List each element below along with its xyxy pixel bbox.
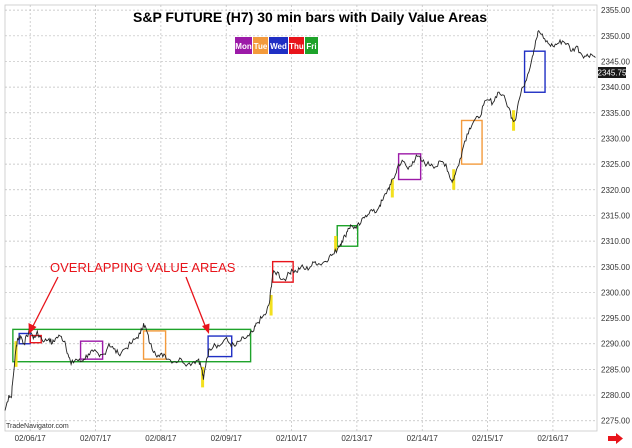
arrow-right-icon (608, 433, 623, 444)
price-series (4, 30, 596, 411)
ib-marker (390, 179, 394, 198)
y-tick-label: 2290.00 (601, 340, 630, 349)
y-tick-label: 2320.00 (601, 186, 630, 195)
y-tick-label: 2275.00 (601, 417, 630, 426)
y-tick-label: 2300.00 (601, 288, 630, 297)
x-tick-label: 02/07/17 (80, 434, 112, 443)
value-area-box (460, 119, 483, 165)
plot-frame (4, 4, 598, 432)
y-axis: 2275.00 2280.00 2285.00 2290.00 2295.00 2300.… (601, 6, 630, 426)
chart-title: S&P FUTURE (H7) 30 min bars with Daily V… (133, 9, 487, 25)
value-area-box (336, 224, 359, 247)
legend-label: Tue (254, 42, 268, 51)
ib-marker (269, 294, 273, 316)
x-tick-label: 02/16/17 (537, 434, 569, 443)
legend-label: Fri (306, 42, 316, 51)
y-tick-label: 2355.00 (601, 6, 630, 15)
x-tick-label: 02/06/17 (15, 434, 47, 443)
x-tick-label: 02/10/17 (276, 434, 308, 443)
legend-swatch (253, 37, 268, 54)
y-tick-label: 2345.00 (601, 57, 630, 66)
ib-marker (14, 341, 18, 367)
legend-swatch (235, 37, 252, 54)
x-tick-label: 02/08/17 (145, 434, 177, 443)
legend-label: Thu (289, 42, 304, 51)
value-area-box (79, 340, 104, 360)
value-area-box (523, 50, 546, 93)
scroll-right-button[interactable] (608, 433, 623, 444)
y-tick-label: 2295.00 (601, 314, 630, 323)
legend-swatch (305, 37, 318, 54)
value-area-box (142, 330, 167, 360)
y-tick-label: 2350.00 (601, 32, 630, 41)
watermark: TradeNavigator.com (6, 423, 69, 430)
y-tick-label: 2335.00 (601, 109, 630, 118)
ib-marker (334, 235, 338, 252)
annotation-arrowhead-right (202, 323, 210, 334)
y-tick-label: 2315.00 (601, 211, 630, 220)
last-price-tag: 2345.75 (598, 67, 627, 78)
price-line (4, 30, 596, 411)
annotation-arrow-right (185, 276, 207, 329)
annotation-text: OVERLAPPING VALUE AREAS (50, 260, 236, 275)
last-price-box (598, 67, 626, 78)
y-tick-label: 2285.00 (601, 365, 630, 374)
y-tick-label: 2280.00 (601, 391, 630, 400)
ib-marker (512, 110, 516, 131)
y-tick-label: 2305.00 (601, 263, 630, 272)
x-tick-label: 02/14/17 (407, 434, 439, 443)
y-tick-label: 2325.00 (601, 160, 630, 169)
legend-label: Mon (235, 42, 252, 51)
ib-marker (201, 366, 205, 388)
x-tick-label: 02/09/17 (211, 434, 243, 443)
y-tick-label: 2310.00 (601, 237, 630, 246)
annotation-arrow-left (31, 276, 59, 329)
legend-swatch (289, 37, 304, 54)
x-tick-label: 02/13/17 (341, 434, 373, 443)
value-area-box (12, 328, 252, 363)
y-tick-label: 2330.00 (601, 134, 630, 143)
x-tick-label: 02/15/17 (472, 434, 504, 443)
legend: Mon Tue Wed Thu Fri (235, 37, 318, 54)
annotation: OVERLAPPING VALUE AREAS (28, 260, 236, 334)
legend-swatch (269, 37, 288, 54)
last-price-label: 2345.75 (598, 69, 627, 78)
y-tick-label: 2340.00 (601, 83, 630, 92)
x-axis: 02/06/17 02/07/17 02/08/17 02/09/17 02/10/17… (15, 434, 569, 443)
legend-label: Wed (270, 42, 287, 51)
annotation-arrowhead-left (28, 323, 37, 334)
value-area-box (397, 153, 422, 181)
